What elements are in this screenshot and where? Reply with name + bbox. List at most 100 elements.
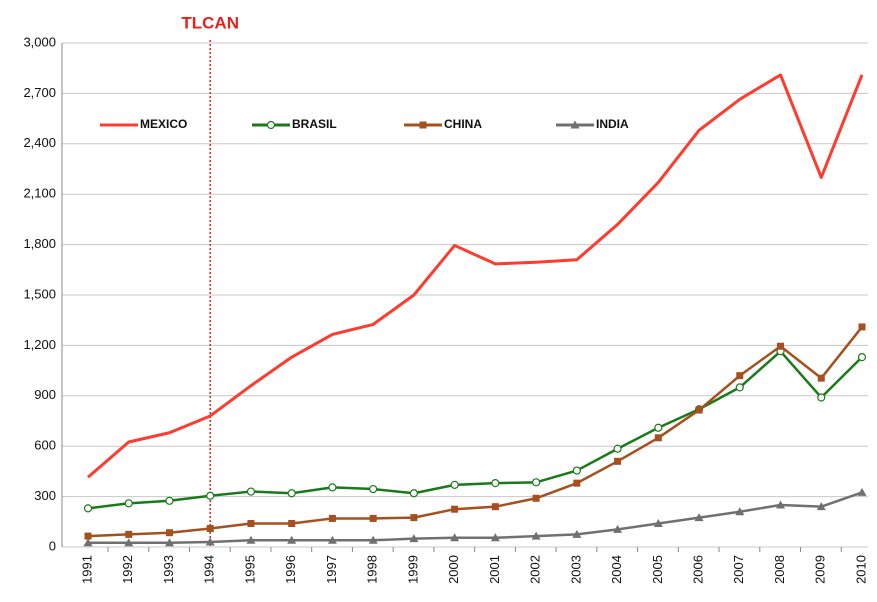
marker — [531, 531, 541, 540]
x-tick-label: 2009 — [813, 555, 828, 584]
marker — [450, 533, 460, 542]
x-tick-label: 2002 — [528, 555, 543, 584]
marker — [654, 434, 662, 442]
marker — [653, 518, 663, 527]
y-tick-label: 300 — [34, 488, 56, 503]
x-tick-label: 2006 — [690, 555, 705, 584]
marker — [328, 514, 336, 522]
marker — [857, 487, 867, 496]
x-tick-label: 2000 — [446, 555, 461, 584]
marker — [695, 406, 703, 414]
legend-label: MEXICO — [140, 117, 187, 131]
marker — [287, 489, 296, 498]
y-tick-label: 1,800 — [23, 236, 56, 251]
marker — [246, 535, 256, 544]
marker — [572, 529, 582, 538]
marker — [83, 504, 93, 513]
marker — [735, 507, 745, 516]
marker — [570, 120, 580, 129]
marker — [694, 513, 704, 522]
marker — [736, 372, 744, 380]
marker — [450, 480, 459, 489]
marker — [83, 538, 93, 547]
marker — [816, 502, 826, 511]
y-tick-label: 2,400 — [23, 135, 56, 150]
marker — [165, 529, 173, 537]
marker — [532, 494, 540, 502]
x-tick-label: 1995 — [242, 555, 257, 584]
legend-label: INDIA — [596, 117, 629, 131]
marker — [572, 466, 581, 475]
marker — [266, 120, 276, 130]
x-tick-label: 1996 — [283, 555, 298, 584]
marker — [124, 499, 133, 508]
marker — [164, 538, 174, 547]
marker — [613, 444, 622, 453]
marker — [491, 503, 499, 511]
marker — [368, 535, 378, 544]
y-tick-label: 1,200 — [23, 337, 56, 352]
marker — [776, 500, 786, 509]
marker — [532, 478, 541, 487]
legend-label: BRASIL — [292, 117, 337, 131]
marker — [857, 353, 867, 362]
marker — [165, 496, 174, 505]
y-tick-label: 900 — [34, 387, 56, 402]
marker — [247, 519, 255, 527]
marker — [409, 489, 418, 498]
marker — [206, 491, 215, 500]
legend-label: CHINA — [444, 117, 482, 131]
series-line — [87, 73, 864, 479]
marker — [369, 514, 377, 522]
marker — [614, 457, 622, 465]
y-tick-label: 2,700 — [23, 85, 56, 100]
x-tick-label: 1993 — [161, 555, 176, 584]
marker — [125, 530, 133, 538]
y-tick-label: 2,100 — [23, 186, 56, 201]
x-tick-label: 2008 — [772, 555, 787, 584]
marker — [451, 505, 459, 513]
series-line — [88, 491, 863, 545]
x-tick-label: 2001 — [487, 555, 502, 584]
y-tick-label: 0 — [49, 538, 56, 553]
marker — [613, 524, 623, 533]
x-tick-label: 2010 — [853, 555, 868, 584]
marker — [777, 342, 785, 350]
marker — [410, 514, 418, 522]
x-tick-label: 1999 — [405, 555, 420, 584]
x-tick-label: 1997 — [324, 555, 339, 584]
marker — [491, 479, 500, 488]
marker — [287, 535, 297, 544]
marker — [327, 535, 337, 544]
y-tick-label: 3,000 — [23, 34, 56, 49]
x-tick-label: 1998 — [365, 555, 380, 584]
marker — [654, 423, 663, 432]
marker — [84, 532, 92, 540]
marker — [573, 479, 581, 487]
marker — [735, 383, 744, 392]
x-tick-label: 2004 — [609, 555, 624, 584]
x-tick-label: 1991 — [79, 555, 94, 584]
marker — [205, 537, 215, 546]
marker — [419, 121, 427, 129]
marker — [246, 487, 256, 496]
marker — [369, 484, 378, 494]
marker — [206, 525, 214, 533]
x-tick-label: 1992 — [120, 555, 135, 584]
series-line — [87, 326, 863, 538]
x-tick-label: 2007 — [731, 555, 746, 584]
series-line — [87, 350, 863, 510]
marker — [817, 374, 825, 382]
y-tick-label: 1,500 — [23, 286, 56, 301]
x-tick-label: 2005 — [650, 555, 665, 584]
y-tick-label: 600 — [34, 438, 56, 453]
marker — [858, 323, 866, 331]
x-tick-label: 2003 — [568, 555, 583, 584]
marker — [124, 538, 134, 547]
marker — [817, 393, 826, 402]
marker — [409, 534, 419, 543]
x-tick-label: 1994 — [202, 555, 217, 584]
marker — [490, 533, 500, 542]
marker — [328, 483, 337, 492]
